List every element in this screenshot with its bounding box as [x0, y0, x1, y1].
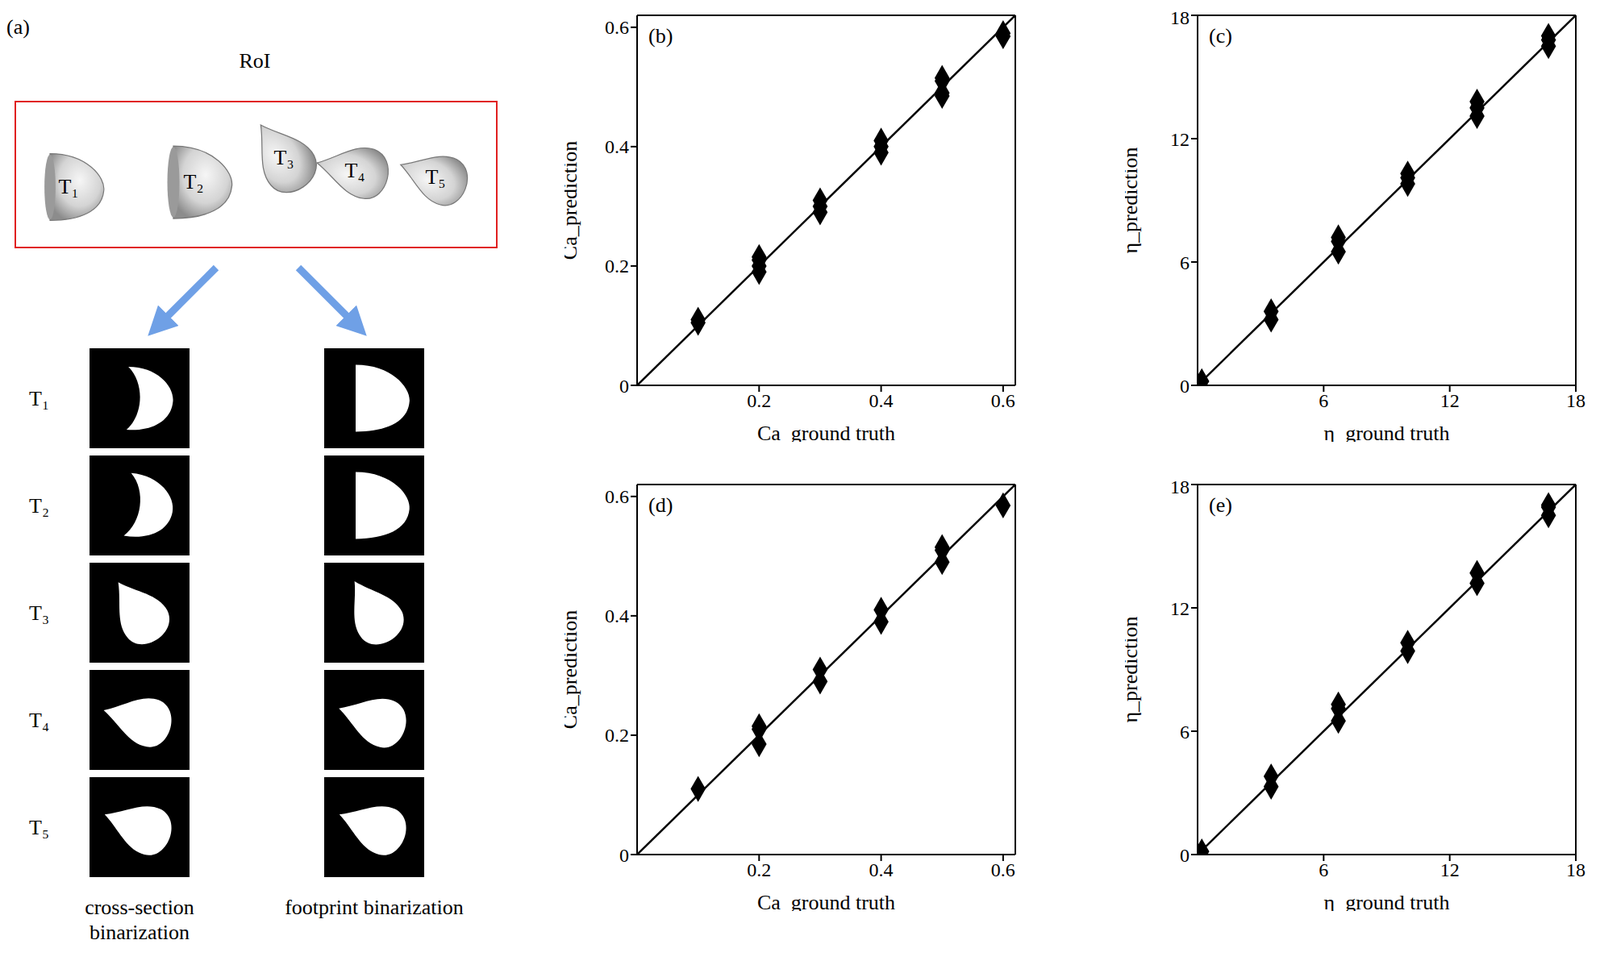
svg-text:0: 0 — [1179, 375, 1190, 397]
svg-text:T₄: T₄ — [345, 158, 366, 183]
svg-text:T₅: T₅ — [425, 165, 446, 189]
svg-text:T₄: T₄ — [29, 708, 50, 733]
html-text:footprint binarization: footprint binarization — [284, 895, 464, 920]
svg-text:η_prediction: η_prediction — [1125, 146, 1142, 254]
svg-text:0.2: 0.2 — [604, 255, 630, 277]
svg-text:18: 18 — [1566, 859, 1586, 881]
svg-text:0.2: 0.2 — [746, 859, 771, 881]
svg-text:(a): (a) — [6, 15, 30, 39]
svg-text:0.4: 0.4 — [869, 859, 894, 881]
svg-text:T₃: T₃ — [29, 601, 50, 625]
svg-text:RoI: RoI — [239, 49, 271, 73]
svg-text:Ca_prediction: Ca_prediction — [564, 610, 582, 730]
svg-text:Ca_ground truth: Ca_ground truth — [757, 891, 896, 912]
svg-text:18: 18 — [1566, 390, 1586, 412]
svg-text:0: 0 — [619, 375, 630, 397]
svg-text:0: 0 — [1179, 845, 1190, 867]
svg-text:12: 12 — [1440, 390, 1460, 412]
html-text:(e): (e) — [1208, 493, 1233, 517]
svg-text:12: 12 — [1170, 129, 1190, 150]
svg-text:0.6: 0.6 — [991, 859, 1016, 881]
svg-text:0.4: 0.4 — [604, 605, 630, 627]
svg-text:0.6: 0.6 — [604, 486, 630, 508]
svg-text:6: 6 — [1179, 252, 1190, 274]
svg-text:0.4: 0.4 — [604, 136, 630, 158]
svg-text:Ca_ground truth: Ca_ground truth — [757, 421, 896, 442]
html-text:(b): (b) — [648, 24, 673, 48]
svg-text:12: 12 — [1170, 598, 1190, 620]
html-text:cross-section binarization: cross-section binarization — [84, 895, 195, 945]
html-text:(d): (d) — [648, 493, 673, 517]
svg-text:T₁: T₁ — [58, 175, 80, 199]
svg-text:T₅: T₅ — [29, 816, 50, 840]
svg-text:0.2: 0.2 — [604, 725, 630, 746]
svg-text:η_ground truth: η_ground truth — [1324, 891, 1450, 912]
svg-text:0.4: 0.4 — [869, 390, 894, 412]
svg-text:12: 12 — [1440, 859, 1460, 881]
svg-text:η_ground truth: η_ground truth — [1324, 421, 1450, 442]
svg-text:Ca_prediction: Ca_prediction — [564, 141, 582, 260]
svg-text:0.6: 0.6 — [604, 16, 630, 38]
svg-text:18: 18 — [1170, 7, 1190, 29]
svg-text:6: 6 — [1318, 390, 1329, 412]
svg-text:18: 18 — [1170, 476, 1190, 498]
svg-text:T₃: T₃ — [274, 145, 295, 170]
svg-text:0: 0 — [619, 845, 630, 867]
html-text:(c): (c) — [1208, 24, 1233, 48]
svg-text:0.2: 0.2 — [746, 390, 771, 412]
svg-text:T₂: T₂ — [183, 170, 205, 194]
svg-text:η_prediction: η_prediction — [1125, 616, 1142, 723]
svg-text:6: 6 — [1318, 859, 1329, 881]
svg-text:0.6: 0.6 — [991, 390, 1016, 412]
svg-text:T₂: T₂ — [29, 494, 50, 518]
svg-text:6: 6 — [1179, 721, 1190, 743]
svg-text:T₁: T₁ — [29, 387, 50, 411]
